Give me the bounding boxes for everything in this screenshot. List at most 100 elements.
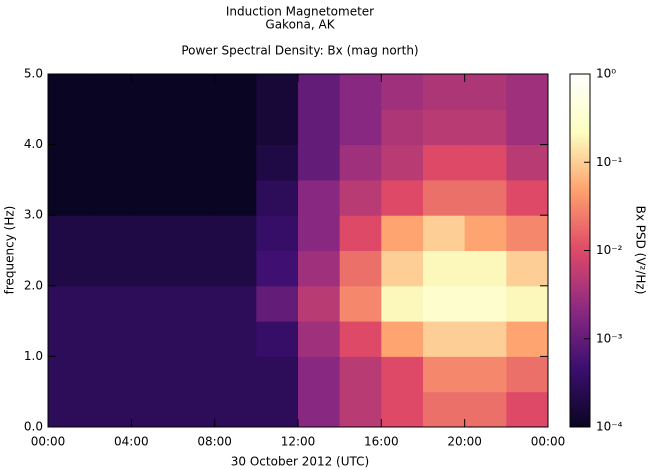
heatmap-cell: [506, 391, 549, 428]
colorbar-tick-label: 10⁻²: [596, 243, 623, 257]
heatmap-cell: [339, 144, 382, 181]
heatmap-cell: [256, 356, 299, 393]
colorbar-tick-label: 10⁻¹: [596, 155, 623, 169]
heatmap-cell: [173, 356, 216, 393]
heatmap-cell: [506, 109, 549, 146]
chart-subtitle: Gakona, AK: [265, 18, 335, 32]
heatmap-cell: [256, 179, 299, 216]
heatmap-cell: [173, 321, 216, 357]
y-tick-label: 3.0: [24, 208, 43, 222]
heatmap-cell: [381, 144, 424, 181]
y-tick-label: 0.0: [24, 420, 43, 434]
y-axis-label: frequency (Hz): [3, 206, 17, 295]
heatmap-cell: [48, 74, 91, 110]
heatmap-cell: [89, 391, 132, 428]
y-tick-label: 5.0: [24, 67, 43, 81]
heatmap-cell: [298, 356, 341, 393]
heatmap-cell: [339, 215, 382, 251]
heatmap-cell: [339, 321, 382, 357]
heatmap-cell: [423, 144, 466, 181]
heatmap-cell: [48, 215, 91, 251]
y-tick-label: 1.0: [24, 349, 43, 363]
heatmap-cell: [173, 215, 216, 251]
heatmap-cell: [298, 391, 341, 428]
heatmap-cell: [89, 179, 132, 216]
heatmap-cell: [381, 356, 424, 393]
heatmap-cell: [131, 179, 174, 216]
x-tick-label: 00:00: [531, 435, 566, 449]
heatmap-cell: [131, 391, 174, 428]
heatmap-cell: [256, 74, 299, 110]
heatmap-cell: [298, 74, 341, 110]
heatmap-cell: [89, 144, 132, 181]
heatmap-cell: [298, 179, 341, 216]
heatmap-cell: [173, 179, 216, 216]
heatmap-cell: [173, 250, 216, 287]
heatmap-cell: [48, 109, 91, 146]
heatmap-cell: [131, 250, 174, 287]
heatmap-cell: [214, 285, 257, 322]
heatmap-cell: [423, 321, 466, 357]
heatmap-cell: [298, 285, 341, 322]
heatmap-cell: [423, 109, 466, 146]
heatmap-cell: [131, 144, 174, 181]
heatmap-cell: [381, 391, 424, 428]
chart-title: Induction Magnetometer: [226, 5, 374, 19]
heatmap-cell: [131, 74, 174, 110]
heatmap-cell: [506, 144, 549, 181]
heatmap-cell: [214, 356, 257, 393]
y-tick-label: 4.0: [24, 137, 43, 151]
x-tick-label: 08:00: [197, 435, 232, 449]
x-tick-label: 20:00: [447, 435, 482, 449]
heatmap-cell: [339, 356, 382, 393]
heatmap-cell: [339, 74, 382, 110]
heatmap-cell: [89, 109, 132, 146]
heatmap-cell: [464, 356, 507, 393]
heatmap-cell: [423, 356, 466, 393]
heatmap-cell: [173, 285, 216, 322]
heatmap-cell: [381, 74, 424, 110]
heatmap-cell: [339, 109, 382, 146]
heatmap-cell: [48, 144, 91, 181]
heatmap-cell: [506, 356, 549, 393]
heatmap-cell: [506, 250, 549, 287]
heatmap-cell: [298, 215, 341, 251]
heatmap-cell: [339, 285, 382, 322]
heatmap-cell: [214, 215, 257, 251]
heatmap-cell: [464, 109, 507, 146]
heatmap-cell: [173, 109, 216, 146]
heatmap-cell: [464, 215, 507, 251]
heatmap-cell: [89, 74, 132, 110]
heatmap-cell: [381, 250, 424, 287]
colorbar-tick-label: 10⁰: [596, 67, 616, 81]
heatmap-cell: [131, 215, 174, 251]
x-tick-label: 16:00: [364, 435, 399, 449]
heatmap-cell: [173, 144, 216, 181]
heatmap-cell: [506, 179, 549, 216]
heatmap-cell: [423, 250, 466, 287]
x-axis-label: 30 October 2012 (UTC): [231, 455, 369, 469]
heatmap-cell: [131, 285, 174, 322]
heatmap-cell: [339, 250, 382, 287]
heatmap-cell: [339, 179, 382, 216]
heatmap-cell: [464, 391, 507, 428]
heatmap-cell: [48, 285, 91, 322]
heatmap-cell: [381, 215, 424, 251]
plot-title: Power Spectral Density: Bx (mag north): [181, 44, 418, 58]
heatmap-cell: [423, 179, 466, 216]
heatmap-cell: [339, 391, 382, 428]
heatmap-cell: [298, 144, 341, 181]
heatmap-cell: [131, 356, 174, 393]
heatmap-cell: [256, 215, 299, 251]
heatmap-cell: [256, 391, 299, 428]
heatmap-cell: [464, 144, 507, 181]
heatmap-cell: [256, 109, 299, 146]
heatmap-cell: [214, 321, 257, 357]
heatmap-cell: [214, 144, 257, 181]
heatmap-cell: [423, 215, 466, 251]
heatmap-cell: [464, 74, 507, 110]
heatmap-cell: [173, 74, 216, 110]
heatmap-cell: [464, 321, 507, 357]
heatmap-cell: [89, 215, 132, 251]
